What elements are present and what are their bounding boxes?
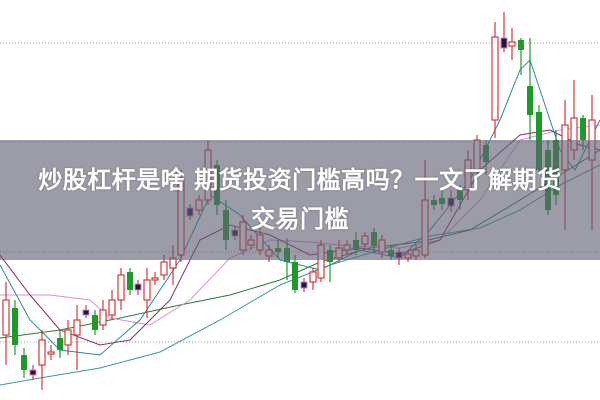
candle-body-down [518,40,524,50]
candle-body-up [47,351,55,355]
candle-body-up [508,41,516,47]
candle-body-up [491,36,499,121]
candle-body-down [92,315,98,330]
candle-body-down [127,272,133,290]
candle-body-down [57,338,63,350]
candle-body-down [21,355,27,370]
candle-body-down [12,308,18,345]
article-title-line-1: 炒股杠杆是啥 期货投资门槛高吗？一文了解期货 [38,166,562,194]
candle-body-up [99,309,107,326]
candle-body-down [292,262,298,290]
candle-body-up [151,277,159,281]
candle-body-up [309,271,317,283]
candle-body-up [38,339,46,366]
candle-body-marker [134,283,142,291]
candle-body-up [160,261,168,276]
candle-body-down [580,118,586,140]
candle-body-marker [500,37,508,49]
moving-average-line [0,59,600,356]
candle-body-up [108,299,116,316]
candle-body-marker [29,369,37,376]
candle-body-up [73,319,81,336]
candle-body-up [64,329,72,346]
article-title-line-2: 交易门槛 [251,205,349,233]
candle-body-down [527,86,533,115]
candle-body-up [2,299,10,336]
candle-body-up [117,274,125,301]
candle-body-marker [82,309,90,316]
candle-body-up [143,279,151,301]
candle-body-marker [300,281,308,289]
title-banner: 炒股杠杆是啥 期货投资门槛高吗？一文了解期货 交易门槛 [0,140,600,260]
